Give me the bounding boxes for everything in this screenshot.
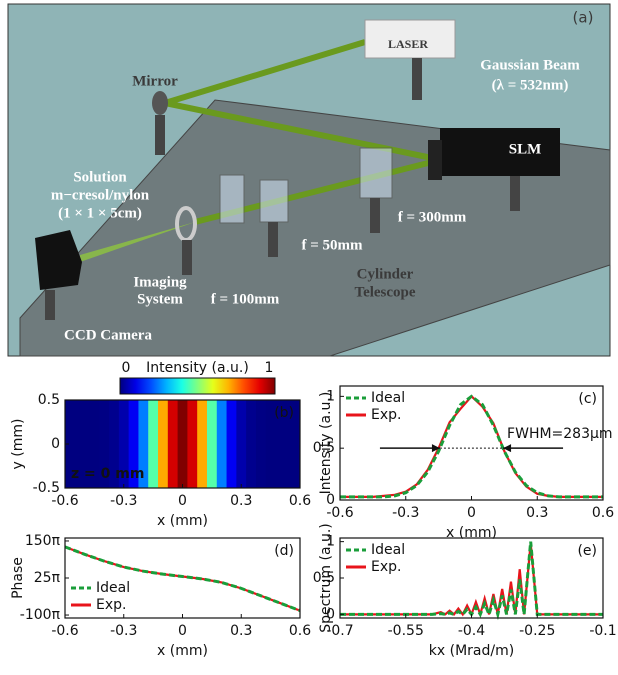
slm (440, 128, 560, 176)
x-axis-label: x (mm) (157, 513, 208, 529)
cylinder-lens (360, 148, 392, 198)
x-tick-label: 0.6 (289, 493, 311, 509)
x-tick-label: -0.3 (110, 493, 137, 509)
y-axis-label: Intensity (a.u.) (318, 392, 334, 495)
y-tick-label: 0 (51, 436, 60, 452)
legend-label: Exp. (371, 407, 401, 423)
legend-label: Ideal (371, 390, 405, 406)
label: (1 × 1 × 5cm) (58, 205, 142, 221)
heatmap-cell (178, 400, 188, 488)
x-tick-label: 0.6 (592, 505, 614, 521)
x-tick-label: 0.3 (230, 493, 252, 509)
annotation: z = 0 mm (71, 466, 144, 482)
heatmap-cell (236, 400, 246, 488)
legend-label: Exp. (371, 559, 401, 575)
slm-panel (428, 140, 442, 180)
y-tick-label: 150π (25, 533, 61, 549)
legend-label: Ideal (371, 542, 405, 558)
x-tick-label: -0.1 (589, 623, 616, 639)
colorbar-label: Intensity (a.u.) (146, 360, 249, 376)
x-axis-label: x (mm) (157, 643, 208, 659)
panel-label: (b) (274, 405, 294, 421)
setup-illustration: (a) LASER Gaussian Beam (λ = 532nm) Mirr… (8, 4, 610, 356)
label: Telescope (354, 284, 415, 300)
heatmap-cell (148, 400, 158, 488)
x-tick-label: -0.25 (519, 623, 555, 639)
x-tick-label: -0.55 (388, 623, 424, 639)
x-tick-label: -0.3 (110, 623, 137, 639)
label: f = 300mm (398, 209, 467, 225)
heatmap-cell (158, 400, 168, 488)
x-tick-label: 0.3 (230, 623, 252, 639)
cuvette (220, 175, 244, 223)
heatmap-cell (197, 400, 207, 488)
heatmap-cell (227, 400, 237, 488)
label: f = 100mm (211, 291, 280, 307)
x-tick-label: -0.6 (51, 623, 78, 639)
cylinder-lens (260, 180, 288, 222)
x-tick-label: 0 (178, 493, 187, 509)
label: Mirror (132, 73, 178, 89)
label: Imaging (133, 274, 187, 290)
x-tick-label: 0.6 (289, 623, 311, 639)
colorbar-tick-label: 0 (122, 360, 131, 376)
x-tick-label: 0 (178, 623, 187, 639)
x-tick-label: 0 (467, 505, 476, 521)
label: CCD Camera (64, 327, 152, 343)
label: LASER (388, 37, 428, 51)
mirror (152, 91, 168, 115)
heatmap-cell (207, 400, 217, 488)
y-tick-label: -0.5 (33, 480, 60, 496)
panel-label: (c) (578, 391, 597, 407)
label: Solution (73, 169, 127, 185)
heatmap-cell (187, 400, 197, 488)
label: (λ = 532nm) (492, 77, 569, 93)
colorbar-tick-label: 1 (265, 360, 274, 376)
figure: (a) LASER Gaussian Beam (λ = 532nm) Mirr… (0, 0, 618, 675)
label: Gaussian Beam (480, 57, 580, 73)
colorbar (120, 378, 275, 394)
x-tick-label: -0.4 (458, 623, 485, 639)
y-tick-label: 0.5 (38, 392, 60, 408)
x-tick-label: 0.3 (526, 505, 548, 521)
heatmap-cell (246, 400, 256, 488)
y-axis-label: y (mm) (10, 419, 26, 470)
label: SLM (509, 141, 542, 157)
y-tick-label: -100π (20, 607, 61, 623)
panel-label: (a) (573, 9, 594, 27)
panel-label: (e) (577, 543, 597, 559)
y-axis-label: Phase (10, 557, 26, 599)
panel-label: (d) (274, 543, 294, 559)
y-axis-label: Spectrum (a.u.) (318, 523, 334, 633)
label: System (137, 291, 183, 307)
heatmap-cell (168, 400, 178, 488)
legend-label: Ideal (96, 580, 130, 596)
legend-label: Exp. (96, 597, 126, 613)
x-axis-label: kx (Mrad/m) (429, 643, 514, 659)
annotation: FWHM=283μm (507, 426, 613, 442)
y-tick-label: 25π (34, 570, 61, 586)
heatmap-cell (217, 400, 227, 488)
x-tick-label: -0.3 (392, 505, 419, 521)
heatmap-cell (256, 400, 266, 488)
label: m−cresol/nylon (51, 187, 150, 203)
label: f = 50mm (301, 237, 363, 253)
label: Cylinder (357, 266, 414, 282)
